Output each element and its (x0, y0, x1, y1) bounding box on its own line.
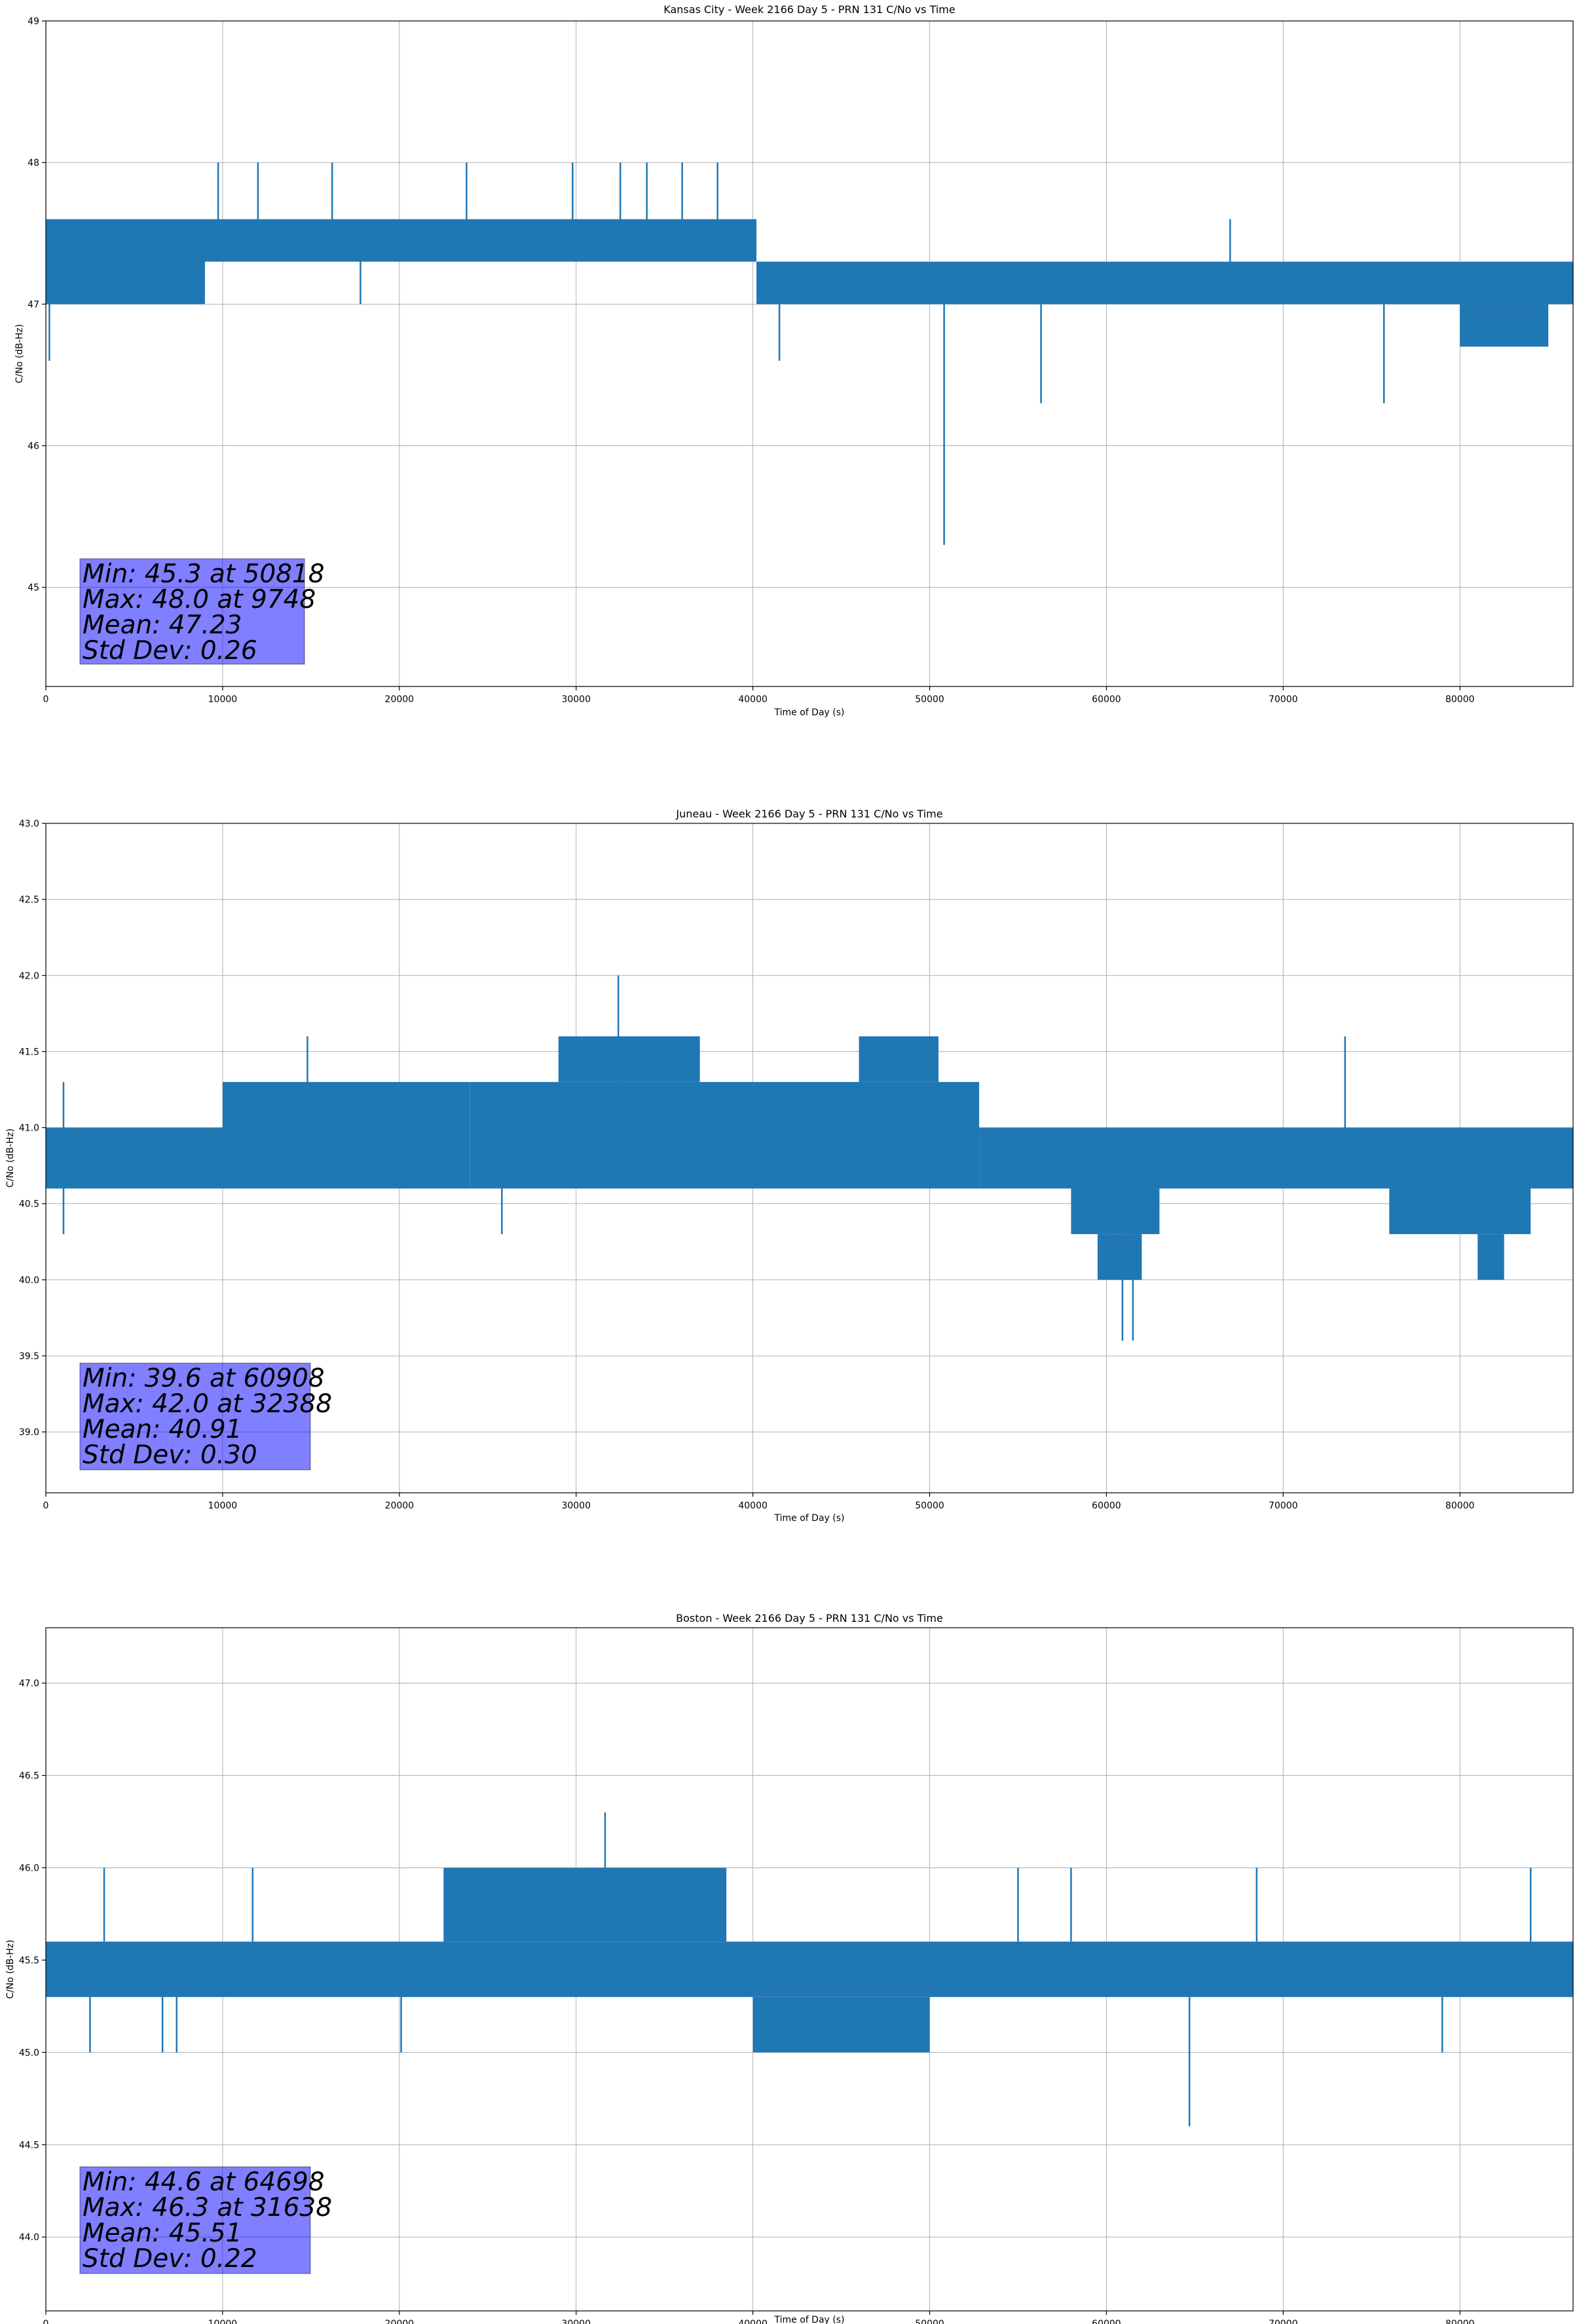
cno-band (752, 1996, 930, 2053)
stats-line: Std Dev: 0.26 (83, 636, 257, 665)
chart-juneau-svg: 0 10000 20000 30000 40000 50000 60000 70000 8000… (5, 808, 1574, 1524)
stats-line: Min: 39.6 at 60908 (83, 1364, 325, 1393)
x-tick-label: 10000 (208, 1501, 238, 1511)
y-axis-label: C/No (dB-Hz) (5, 1940, 16, 1998)
x-tick-label: 70000 (1269, 2319, 1298, 2324)
x-axis-label: Time of Day (s) (774, 707, 845, 718)
y-tick-label: 40.5 (19, 1199, 39, 1210)
x-tick-label: 60000 (1092, 694, 1121, 705)
x-tick-label: 40000 (738, 1501, 768, 1511)
cno-band (46, 1127, 223, 1189)
x-tick-label: 80000 (1445, 2319, 1475, 2324)
chart-kansas-city: 0 10000 20000 30000 40000 50000 60000 70000 8000… (0, 0, 1577, 773)
y-tick-label: 46.5 (19, 1771, 39, 1782)
plot-frame (45, 20, 1574, 687)
stats-line: Min: 44.6 at 64698 (83, 2167, 325, 2197)
y-tick-label: 45.0 (19, 2048, 39, 2058)
y-tick-label: 46.0 (19, 1863, 39, 1873)
y-tick-label: 49 (28, 16, 39, 27)
x-tick-label: 80000 (1445, 1501, 1475, 1511)
y-tick-label: 45.5 (19, 1955, 39, 1966)
y-tick-label: 41.0 (19, 1123, 39, 1134)
chart-juneau: 0 10000 20000 30000 40000 50000 60000 70000 8000… (0, 773, 1577, 1546)
cno-band (1097, 1234, 1142, 1280)
cno-band (1477, 1234, 1504, 1280)
stats-line: Mean: 40.91 (83, 1415, 242, 1444)
stats-line: Std Dev: 0.22 (83, 2244, 257, 2274)
x-axis-label: Time of Day (s) (774, 2315, 845, 2324)
cno-band (859, 1036, 939, 1082)
x-tick-label: 30000 (561, 694, 591, 705)
cno-band (756, 261, 1573, 305)
stats-line: Mean: 47.23 (83, 610, 242, 640)
x-tick-label: 20000 (385, 1501, 415, 1511)
y-tick-label: 47.0 (19, 1679, 39, 1689)
chart-title: Juneau - Week 2166 Day 5 - PRN 131 C/No … (675, 808, 942, 820)
plot-frame (45, 1627, 1574, 2312)
x-tick-label: 70000 (1269, 1501, 1298, 1511)
chart-boston: 0 10000 20000 30000 40000 50000 60000 70000 8000… (0, 1546, 1577, 2324)
x-tick-label: 50000 (915, 2319, 944, 2324)
cno-band (443, 1867, 727, 1942)
y-tick-label: 40.0 (19, 1275, 39, 1286)
y-tick-label: 39.5 (19, 1351, 39, 1362)
cno-band (1071, 1188, 1160, 1235)
x-tick-label: 20000 (385, 2319, 415, 2324)
x-tick-label: 30000 (561, 1501, 591, 1511)
chart-kansas-city-svg: 0 10000 20000 30000 40000 50000 60000 70000 8000… (14, 3, 1574, 718)
y-tick-label: 44.5 (19, 2140, 39, 2150)
y-tick-label: 47 (28, 299, 39, 310)
x-tick-label: 60000 (1092, 2319, 1121, 2324)
x-tick-label: 10000 (208, 694, 238, 705)
cno-band (470, 1081, 980, 1189)
y-axis-label: C/No (dB-Hz) (14, 324, 25, 383)
stats-line: Std Dev: 0.30 (83, 1440, 257, 1470)
cno-band (1460, 304, 1549, 347)
plot-frame (45, 823, 1574, 1493)
cno-band (979, 1127, 1573, 1189)
chart-boston-svg: 0 10000 20000 30000 40000 50000 60000 70000 8000… (5, 1612, 1574, 2324)
x-tick-label: 0 (43, 694, 49, 705)
stats-box (79, 1362, 311, 1471)
x-tick-label: 20000 (385, 694, 415, 705)
cno-band (222, 1081, 470, 1189)
x-tick-label: 30000 (561, 2319, 591, 2324)
x-tick-label: 0 (43, 1501, 49, 1511)
x-tick-label: 0 (43, 2319, 49, 2324)
x-tick-label: 40000 (738, 694, 768, 705)
x-tick-label: 60000 (1092, 1501, 1121, 1511)
stats-line: Max: 42.0 at 32388 (83, 1389, 332, 1419)
x-axis-label: Time of Day (s) (774, 1513, 845, 1524)
x-tick-label: 50000 (915, 694, 944, 705)
x-tick-label: 10000 (208, 2319, 238, 2324)
stats-line: Max: 48.0 at 9748 (83, 585, 316, 614)
y-tick-label: 42.5 (19, 895, 39, 905)
y-tick-label: 41.5 (19, 1047, 39, 1057)
y-tick-label: 45 (28, 583, 39, 593)
cno-band (46, 261, 205, 305)
y-tick-label: 42.0 (19, 971, 39, 981)
stats-line: Max: 46.3 at 31638 (83, 2193, 332, 2222)
y-tick-label: 46 (28, 441, 39, 452)
y-tick-label: 39.0 (19, 1427, 39, 1438)
x-tick-label: 80000 (1445, 694, 1475, 705)
y-tick-label: 43.0 (19, 819, 39, 829)
y-tick-label: 48 (28, 158, 39, 168)
y-tick-label: 44.0 (19, 2232, 39, 2243)
x-tick-label: 40000 (738, 2319, 768, 2324)
cno-band (1389, 1188, 1531, 1235)
chart-title: Boston - Week 2166 Day 5 - PRN 131 C/No … (676, 1612, 943, 1624)
stats-box (79, 2166, 311, 2274)
x-tick-label: 50000 (915, 1501, 944, 1511)
cno-band (46, 219, 757, 262)
chart-title: Kansas City - Week 2166 Day 5 - PRN 131 … (663, 3, 955, 16)
stats-line: Min: 45.3 at 50818 (83, 559, 325, 589)
x-tick-label: 70000 (1269, 694, 1298, 705)
cno-band (558, 1036, 700, 1082)
stats-line: Mean: 45.51 (83, 2219, 242, 2248)
y-axis-label: C/No (dB-Hz) (5, 1129, 16, 1188)
cno-band (46, 1941, 1573, 1997)
stats-box (79, 558, 305, 665)
